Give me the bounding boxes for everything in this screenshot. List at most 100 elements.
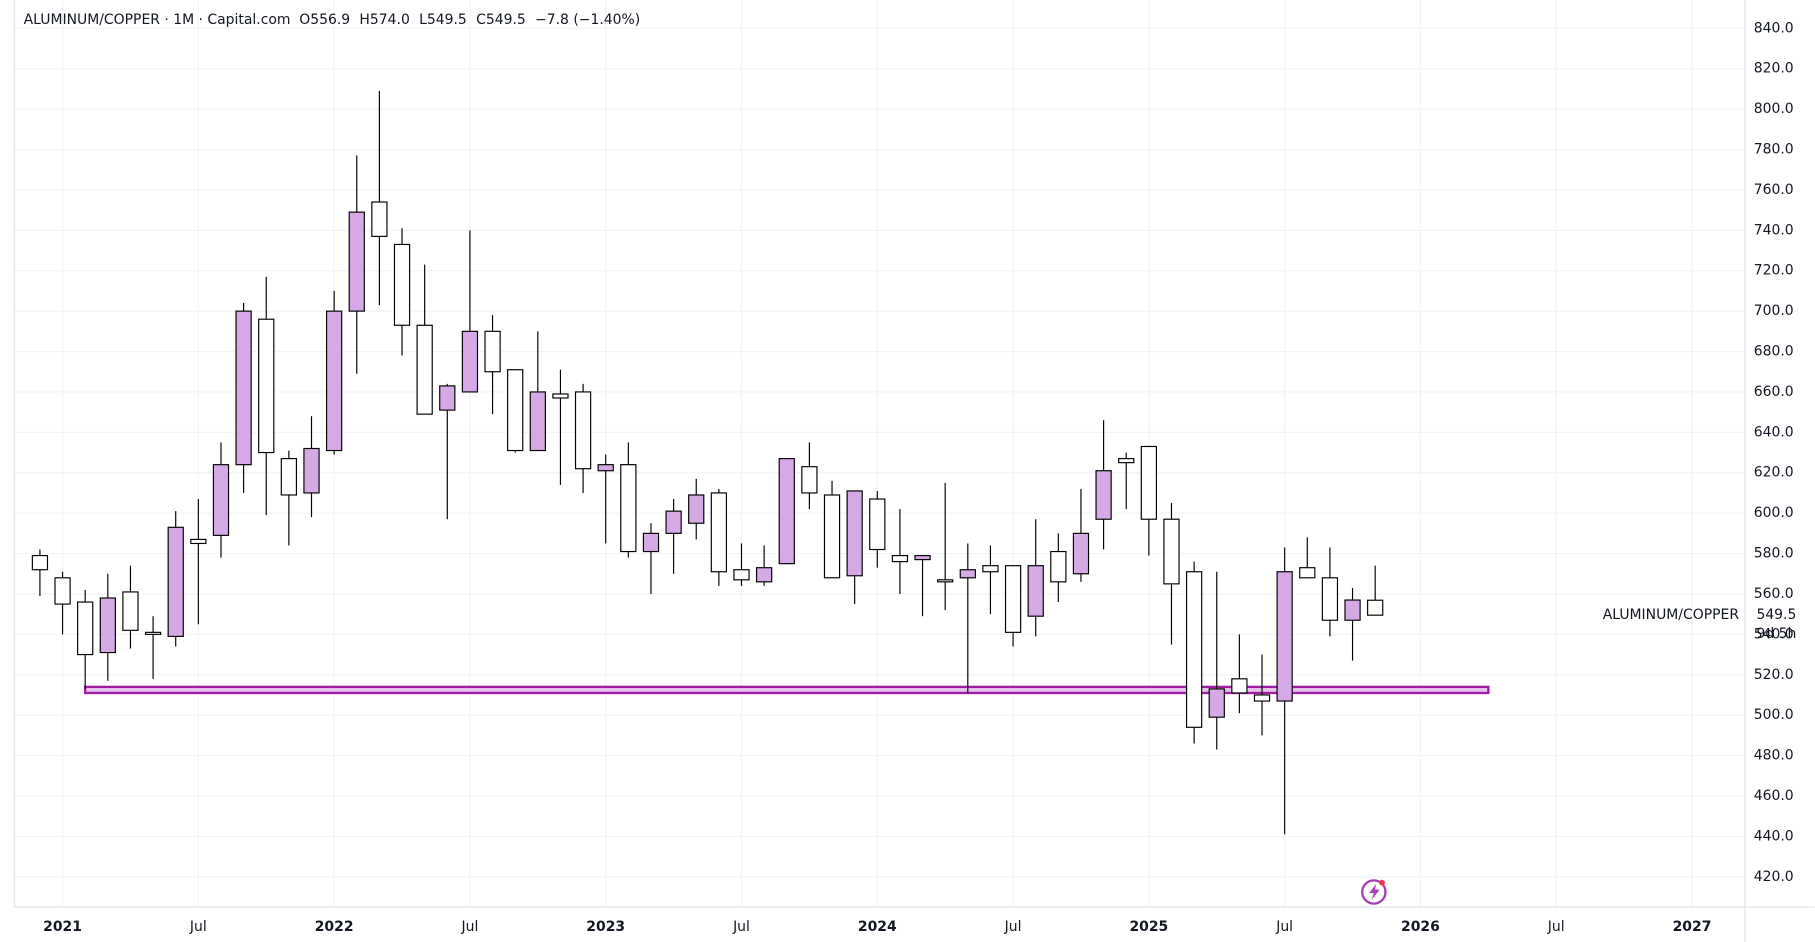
candle-body: [1118, 458, 1135, 464]
x-tick-label: 2026: [1401, 919, 1440, 935]
y-tick-label: 620.0: [1754, 465, 1794, 481]
candles: [31, 90, 1490, 835]
candle-body: [484, 330, 501, 373]
candle-body: [823, 494, 841, 579]
x-tick-label: 2025: [1129, 919, 1168, 935]
candle-body: [959, 569, 976, 579]
y-tick-label: 560.0: [1754, 586, 1794, 602]
candle-body: [1231, 678, 1248, 694]
y-tick-label: 460.0: [1754, 788, 1794, 804]
x-tick-label: 2024: [858, 919, 897, 935]
candle-body: [1276, 571, 1293, 702]
y-tick-label: 780.0: [1754, 142, 1794, 158]
candle-body: [303, 447, 320, 494]
candle-body: [597, 464, 614, 472]
y-tick-label: 740.0: [1754, 222, 1794, 238]
candle-body: [393, 243, 411, 326]
candle-body: [54, 577, 71, 605]
candle-body: [620, 464, 637, 553]
support-zone: [84, 685, 1490, 695]
y-tick-label: 580.0: [1754, 546, 1794, 562]
ohlc-value: −7.8 (−1.40%): [535, 12, 640, 28]
x-tick-label: 2022: [315, 919, 354, 935]
candle-body: [891, 554, 909, 563]
candle-body: [1163, 518, 1180, 585]
x-tick-label: Jul: [1547, 919, 1565, 935]
candle-body: [642, 532, 660, 553]
candle-body: [869, 498, 886, 551]
candle-body: [122, 591, 139, 631]
candle-body: [665, 510, 682, 534]
x-tick-label: 2027: [1673, 919, 1712, 935]
candle-body: [77, 601, 94, 656]
candle-body: [914, 554, 931, 561]
x-tick-label: Jul: [1275, 919, 1293, 935]
y-tick-label: 640.0: [1754, 424, 1794, 440]
candle-body: [439, 385, 456, 411]
x-tick-label: 2021: [43, 919, 82, 935]
y-tick-label: 760.0: [1754, 182, 1794, 198]
y-tick-label: 720.0: [1754, 263, 1794, 279]
x-tick-label: Jul: [732, 919, 750, 935]
candle-body: [1299, 567, 1316, 579]
y-tick-label: 840.0: [1754, 20, 1794, 36]
candle-body: [574, 391, 592, 470]
candle-body: [190, 538, 207, 545]
y-tick-label: 540.0: [1754, 626, 1794, 642]
y-tick-label: 500.0: [1754, 707, 1794, 723]
candle-body: [258, 318, 275, 454]
candle-body: [801, 466, 818, 494]
y-tick-label: 420.0: [1754, 869, 1794, 885]
candle-body: [461, 330, 479, 393]
candle-body: [710, 492, 728, 573]
candle-body: [1095, 470, 1112, 520]
candle-body: [144, 631, 162, 635]
x-tick-label: Jul: [461, 919, 479, 935]
last-price-label: 549.5: [1756, 607, 1796, 623]
y-tick-label: 660.0: [1754, 384, 1794, 400]
ohlc-value: H574.0: [359, 12, 409, 28]
candle-body: [529, 391, 546, 452]
y-tick-label: 700.0: [1754, 303, 1794, 319]
candle-body: [1004, 565, 1022, 633]
candle-body: [371, 201, 388, 237]
candle-body: [1253, 694, 1271, 702]
candle-body: [280, 458, 298, 496]
x-tick-label: Jul: [1004, 919, 1022, 935]
candle-body: [1208, 688, 1225, 718]
candle-body: [688, 494, 705, 524]
candle-body: [235, 310, 252, 466]
candle-body: [212, 464, 230, 536]
ohlc-value: O556.9: [299, 12, 350, 28]
candle-body: [1140, 445, 1158, 520]
candle-body: [1344, 599, 1361, 621]
ohlc-value: L549.5: [419, 12, 467, 28]
y-tick-label: 440.0: [1754, 828, 1794, 844]
y-tick-label: 480.0: [1754, 748, 1794, 764]
candle-body: [1072, 532, 1090, 575]
logo: [1361, 879, 1387, 905]
candle-body: [1321, 577, 1339, 621]
candle-body: [733, 569, 750, 581]
x-tick-label: 2023: [586, 919, 625, 935]
y-tick-label: 820.0: [1754, 61, 1794, 77]
y-tick-label: 600.0: [1754, 505, 1794, 521]
candle-body: [552, 393, 569, 399]
candle-body: [348, 211, 365, 312]
candle-body: [325, 310, 343, 452]
candle-body: [846, 490, 863, 577]
candle-body: [778, 458, 795, 565]
series-label: ALUMINUM/COPPER: [1603, 607, 1740, 623]
candle-body: [167, 526, 184, 637]
candle-body: [755, 567, 773, 583]
candle-body: [1367, 599, 1384, 616]
y-tick-label: 800.0: [1754, 101, 1794, 117]
candle-body: [99, 597, 116, 654]
candle-body: [1027, 565, 1044, 617]
chart-title: ALUMINUM/COPPER · 1M · Capital.com: [24, 12, 291, 28]
ohlc-legend: O556.9 H574.0 L549.5 C549.5 −7.8 (−1.40%): [299, 12, 640, 28]
candle-body: [416, 324, 433, 415]
